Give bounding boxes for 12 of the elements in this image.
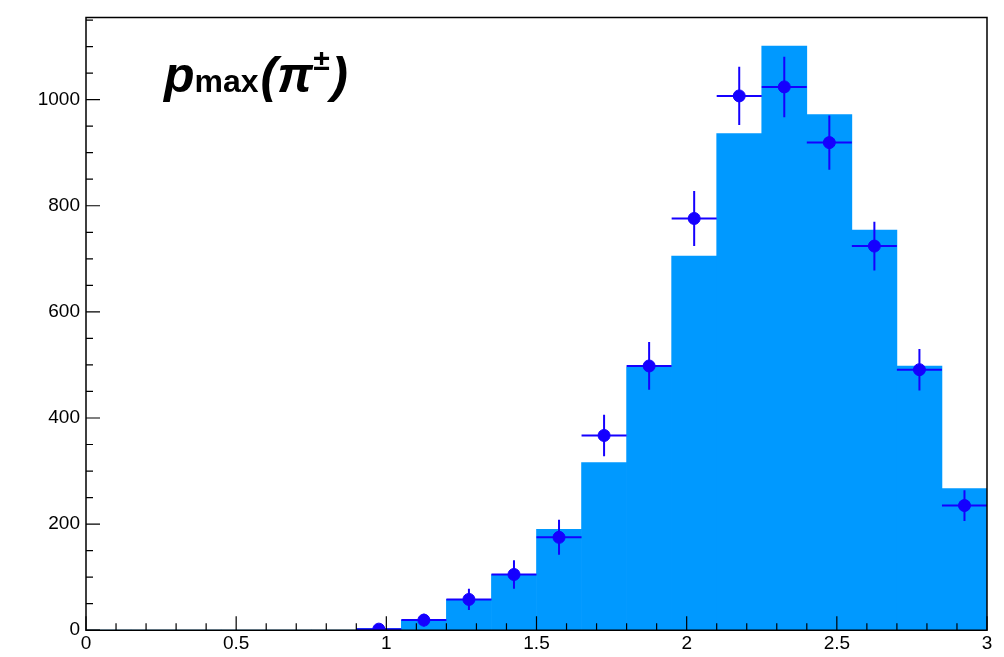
y-tick-label: 1000 — [37, 87, 80, 109]
x-tick-label: 2.5 — [823, 631, 851, 653]
y-tick-label: 200 — [48, 512, 80, 534]
y-tick-label: 800 — [48, 193, 80, 215]
y-tick-label: 600 — [48, 300, 80, 322]
text: pmax(π±) — [162, 43, 348, 104]
x-tick-label: 1 — [381, 631, 392, 653]
x-tick-label: 1.5 — [523, 631, 550, 653]
x-tick-label: 3 — [981, 631, 993, 653]
x-tick-label: 2 — [681, 631, 692, 653]
y-tick-label: 400 — [48, 406, 80, 428]
x-tick-label: 0.5 — [222, 631, 250, 653]
